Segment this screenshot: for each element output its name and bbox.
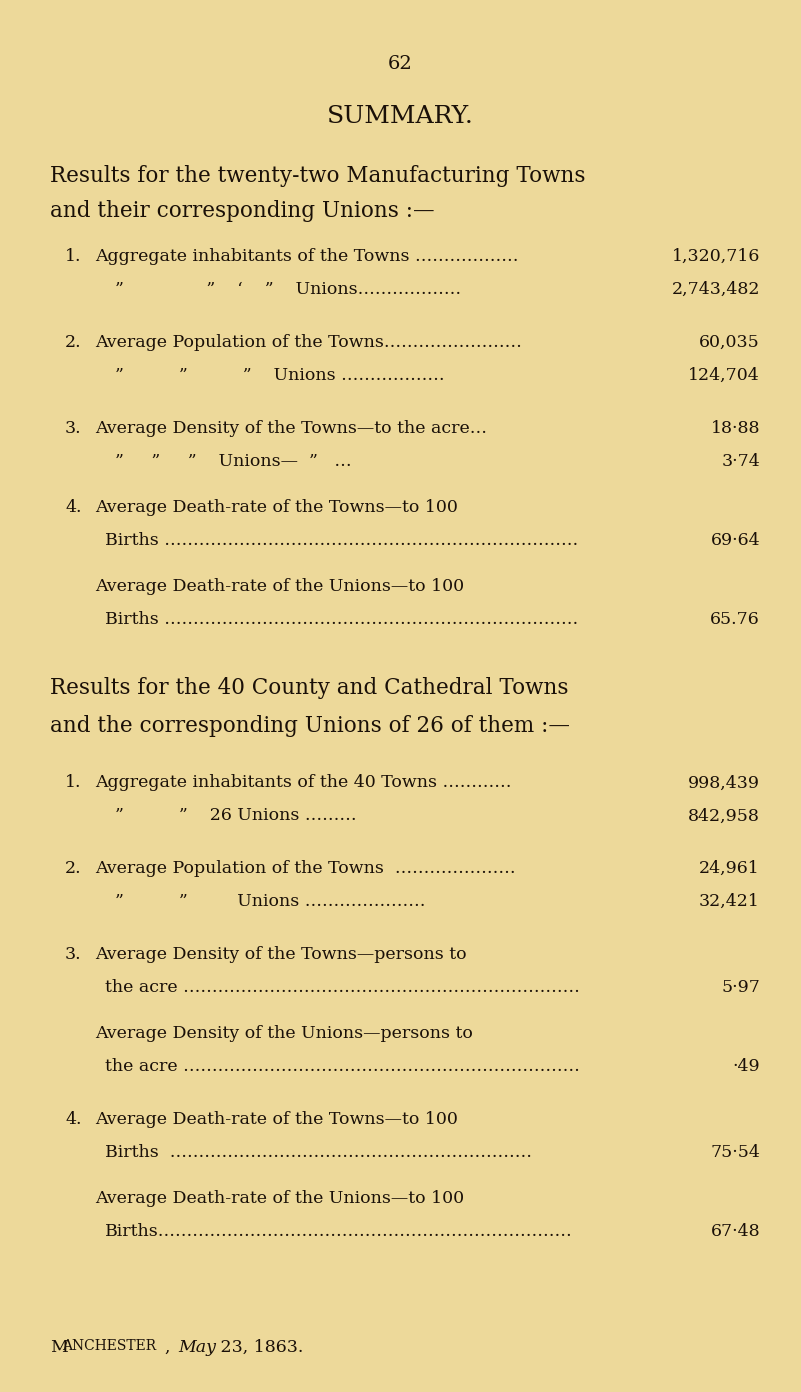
Text: 24,961: 24,961 — [699, 860, 760, 877]
Text: ”     ”     ”    Unions—  ”   …: ” ” ” Unions— ” … — [115, 452, 352, 469]
Text: May: May — [178, 1339, 216, 1356]
Text: 18·88: 18·88 — [710, 419, 760, 437]
Text: 998,439: 998,439 — [688, 774, 760, 792]
Text: ”          ”         Unions …………………: ” ” Unions ………………… — [115, 894, 425, 910]
Text: Average Density of the Towns—persons to: Average Density of the Towns—persons to — [95, 947, 467, 963]
Text: 3.: 3. — [65, 419, 82, 437]
Text: Aggregate inhabitants of the 40 Towns …………: Aggregate inhabitants of the 40 Towns ……… — [95, 774, 512, 792]
Text: Average Population of the Towns……………………: Average Population of the Towns…………………… — [95, 334, 522, 351]
Text: ”               ”    ‘    ”    Unions………………: ” ” ‘ ” Unions……………… — [115, 281, 461, 298]
Text: Average Population of the Towns  …………………: Average Population of the Towns ………………… — [95, 860, 516, 877]
Text: Births………………………………………………………………: Births……………………………………………………………… — [105, 1224, 573, 1240]
Text: 1,320,716: 1,320,716 — [671, 248, 760, 264]
Text: 4.: 4. — [65, 498, 82, 516]
Text: 62: 62 — [388, 56, 413, 72]
Text: ”          ”    26 Unions ………: ” ” 26 Unions ……… — [115, 807, 356, 824]
Text: 75·54: 75·54 — [710, 1144, 760, 1161]
Text: Births ………………………………………………………………: Births ……………………………………………………………… — [105, 532, 578, 548]
Text: 69·64: 69·64 — [710, 532, 760, 548]
Text: 60,035: 60,035 — [699, 334, 760, 351]
Text: Average Death-rate of the Towns—to 100: Average Death-rate of the Towns—to 100 — [95, 1111, 458, 1128]
Text: 124,704: 124,704 — [688, 367, 760, 384]
Text: Aggregate inhabitants of the Towns ………………: Aggregate inhabitants of the Towns ……………… — [95, 248, 518, 264]
Text: 32,421: 32,421 — [699, 894, 760, 910]
Text: and the corresponding Unions of 26 of them :—: and the corresponding Unions of 26 of th… — [50, 715, 570, 736]
Text: Average Death-rate of the Unions—to 100: Average Death-rate of the Unions—to 100 — [95, 578, 464, 594]
Text: 23, 1863.: 23, 1863. — [215, 1339, 304, 1356]
Text: M: M — [50, 1339, 68, 1356]
Text: 4.: 4. — [65, 1111, 82, 1128]
Text: Average Death-rate of the Unions—to 100: Average Death-rate of the Unions—to 100 — [95, 1190, 464, 1207]
Text: 3·74: 3·74 — [721, 452, 760, 469]
Text: Results for the twenty-two Manufacturing Towns: Results for the twenty-two Manufacturing… — [50, 166, 586, 187]
Text: 67·48: 67·48 — [710, 1224, 760, 1240]
Text: 2,743,482: 2,743,482 — [671, 281, 760, 298]
Text: 2.: 2. — [65, 334, 82, 351]
Text: the acre ……………………………………………………………: the acre …………………………………………………………… — [105, 1058, 580, 1075]
Text: the acre ……………………………………………………………: the acre …………………………………………………………… — [105, 979, 580, 997]
Text: Births ………………………………………………………………: Births ……………………………………………………………… — [105, 611, 578, 628]
Text: Average Death-rate of the Towns—to 100: Average Death-rate of the Towns—to 100 — [95, 498, 458, 516]
Text: Average Density of the Towns—to the acre…: Average Density of the Towns—to the acre… — [95, 419, 487, 437]
Text: Average Density of the Unions—persons to: Average Density of the Unions—persons to — [95, 1025, 473, 1043]
Text: 1.: 1. — [65, 774, 82, 792]
Text: ANCHESTER: ANCHESTER — [62, 1339, 156, 1353]
Text: 65.76: 65.76 — [710, 611, 760, 628]
Text: SUMMARY.: SUMMARY. — [327, 104, 473, 128]
Text: Births  ………………………………………………………: Births ……………………………………………………… — [105, 1144, 532, 1161]
Text: 3.: 3. — [65, 947, 82, 963]
Text: 2.: 2. — [65, 860, 82, 877]
Text: 1.: 1. — [65, 248, 82, 264]
Text: ”          ”          ”    Unions ………………: ” ” ” Unions ……………… — [115, 367, 445, 384]
Text: 5·97: 5·97 — [721, 979, 760, 997]
Text: ·49: ·49 — [732, 1058, 760, 1075]
Text: and their corresponding Unions :—: and their corresponding Unions :— — [50, 200, 435, 221]
Text: ,: , — [165, 1339, 176, 1356]
Text: 842,958: 842,958 — [688, 807, 760, 824]
Text: Results for the 40 County and Cathedral Towns: Results for the 40 County and Cathedral … — [50, 677, 569, 699]
